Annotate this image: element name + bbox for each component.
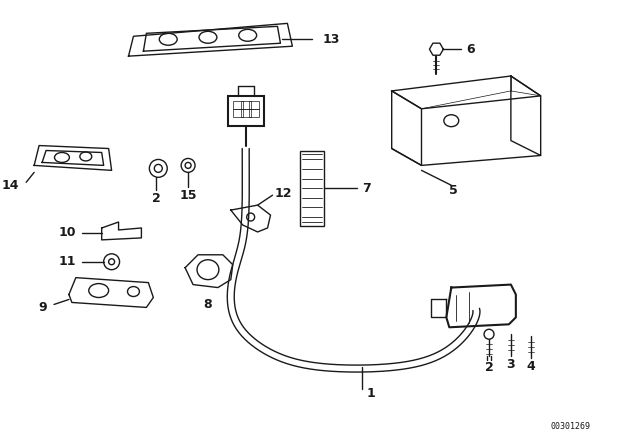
Text: 12: 12 [275, 187, 292, 200]
Text: 7: 7 [362, 182, 371, 195]
Text: 10: 10 [58, 226, 76, 239]
Text: 1: 1 [367, 388, 376, 401]
Text: 3: 3 [507, 358, 515, 370]
Text: 4: 4 [526, 360, 535, 373]
Text: 2: 2 [484, 361, 493, 374]
Text: 8: 8 [204, 298, 212, 311]
Text: 5: 5 [449, 184, 458, 197]
Text: 14: 14 [2, 179, 19, 192]
Text: 13: 13 [322, 33, 340, 46]
Text: 6: 6 [466, 43, 475, 56]
Text: 00301269: 00301269 [550, 422, 590, 431]
Text: 9: 9 [38, 301, 47, 314]
Text: 11: 11 [58, 255, 76, 268]
Text: 15: 15 [179, 189, 197, 202]
Text: 2: 2 [152, 192, 161, 205]
